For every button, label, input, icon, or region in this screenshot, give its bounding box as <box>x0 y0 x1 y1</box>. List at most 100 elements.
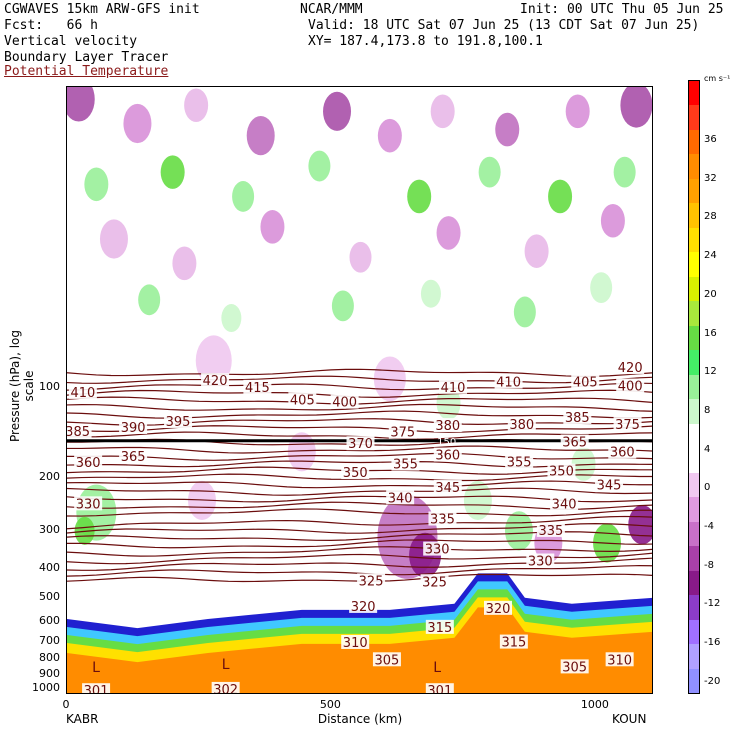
theta-label-5: 410 <box>496 375 521 390</box>
theta-label-14: 380 <box>435 419 460 434</box>
theta-label-bg-0 <box>616 360 645 375</box>
theta-label-22: 360 <box>435 449 460 464</box>
plot-svg: 150 420 420 415 410 410 410 405 405 400 400 395 390 3… <box>67 87 652 694</box>
theta-label-20: 365 <box>562 436 587 451</box>
w-contour-blob-39 <box>463 480 492 521</box>
theta-label-12: 385 <box>67 425 90 440</box>
theta-label-bg-25 <box>505 454 534 469</box>
colorbar-swatch-17 <box>689 497 699 523</box>
theta-label-37: 325 <box>359 574 384 589</box>
theta-label-bg-44 <box>605 652 634 667</box>
colorbar-label-28: 28 <box>704 211 717 223</box>
theta-label-bg-38 <box>420 574 449 589</box>
colorbar-swatch-18 <box>689 521 699 547</box>
w-contour-blob-23 <box>524 234 549 268</box>
x-tick-500: 500 <box>319 698 341 711</box>
colorbar-swatch-21 <box>689 595 699 621</box>
tropopause-label: 150 <box>437 437 456 448</box>
theta-label-bg-49 <box>425 683 454 693</box>
theta-label-bg-33 <box>536 522 565 537</box>
theta-label-24: 355 <box>393 458 418 473</box>
theta-label-bg-47 <box>82 683 111 693</box>
theta-label-bg-36 <box>526 553 555 568</box>
colorbar-swatch-22 <box>689 619 699 645</box>
w-contour-blob-45 <box>571 447 596 481</box>
w-contour-blob-14 <box>407 179 432 214</box>
field-name-potential-temperature: Potential Temperature <box>4 64 169 79</box>
w-contour-blob-4 <box>323 91 352 131</box>
w-contour-blob-2 <box>184 88 209 123</box>
theta-label-bg-35 <box>423 541 452 556</box>
theta-label-33: 335 <box>538 524 563 539</box>
theta-contour-line-24 <box>67 539 652 549</box>
w-contour-blob-18 <box>99 219 128 259</box>
theta-label-39: 320 <box>351 600 376 615</box>
w-contour-blob-29 <box>513 296 536 328</box>
colorbar-label--12: -12 <box>704 598 721 610</box>
theta-label-27: 350 <box>549 465 574 480</box>
theta-label-bg-10 <box>164 414 193 429</box>
theta-label-18: 370 <box>348 437 373 452</box>
w-contour-blob-0 <box>67 87 95 122</box>
colorbar-swatch-14 <box>689 423 699 449</box>
w-contour-blob-13 <box>308 150 331 182</box>
colorbar-swatch-16 <box>689 472 699 498</box>
low-marker-0: L <box>92 660 100 676</box>
y-tick-500: 500 <box>39 590 60 604</box>
theta-label-bg-5 <box>494 374 523 389</box>
theta-label-bg-41 <box>425 619 454 634</box>
theta-label-bg-13 <box>563 410 592 425</box>
low-marker-1: L <box>222 657 230 673</box>
theta-label-42: 315 <box>501 636 526 651</box>
theta-label-35: 330 <box>425 543 450 558</box>
theta-label-bg-4 <box>439 379 468 394</box>
colorbar-label--4: -4 <box>704 521 714 532</box>
theta-label-bg-17 <box>613 417 642 432</box>
w-contour-blob-5 <box>377 118 402 153</box>
theta-contour-line-28 <box>67 565 652 577</box>
theta-label-49: 301 <box>427 684 452 694</box>
theta-label-bg-39 <box>349 598 378 613</box>
w-contour-blob-44 <box>287 432 316 472</box>
w-contour-blob-8 <box>565 94 590 129</box>
theta-label-28: 345 <box>435 481 460 496</box>
y-tick-400: 400 <box>39 560 60 574</box>
theta-contour-line-8 <box>67 425 652 433</box>
theta-label-bg-46 <box>560 659 589 674</box>
y-tick-800: 800 <box>39 651 60 665</box>
theta-label-bg-29 <box>595 477 624 492</box>
theta-contour-line-26 <box>67 552 652 565</box>
endpoint-left: KABR <box>66 712 99 726</box>
theta-label-16: 375 <box>390 426 415 441</box>
y-tick-300: 300 <box>39 523 60 537</box>
theta-contour-line-0 <box>67 368 652 377</box>
theta-label-2: 415 <box>245 381 270 396</box>
theta-label-bg-22 <box>433 447 462 462</box>
theta-label-46: 305 <box>562 660 587 675</box>
theta-label-38: 325 <box>422 575 447 590</box>
colorbar-swatch-20 <box>689 570 699 596</box>
theta-label-25: 355 <box>507 455 532 470</box>
colorbar-label-0: 0 <box>704 482 711 494</box>
theta-label-0: 420 <box>618 361 643 376</box>
y-tick-200: 200 <box>39 470 60 484</box>
theta-label-bg-23 <box>608 444 637 459</box>
colorbar-swatch-4 <box>689 178 699 204</box>
w-contour-blob-9 <box>620 87 652 128</box>
theta-label-31: 340 <box>552 497 577 512</box>
colorbar-swatch-1 <box>689 105 699 131</box>
theta-label-bg-24 <box>391 456 420 471</box>
w-contour-blob-40 <box>504 511 533 551</box>
colorbar-swatch-6 <box>689 227 699 253</box>
colorbar-swatch-12 <box>689 374 699 400</box>
theta-contour-line-4 <box>67 396 652 405</box>
colorbar-swatch-23 <box>689 644 699 669</box>
theta-label-bg-6 <box>288 392 317 407</box>
w-contour-blob-3 <box>246 116 275 156</box>
colorbar-swatch-24 <box>689 668 699 694</box>
theta-label-bg-2 <box>243 379 272 394</box>
theta-label-15: 380 <box>509 418 534 433</box>
w-contour-blob-7 <box>495 112 520 147</box>
colorbar-swatch-5 <box>689 203 699 229</box>
colorbar-label-4: 4 <box>704 443 711 455</box>
